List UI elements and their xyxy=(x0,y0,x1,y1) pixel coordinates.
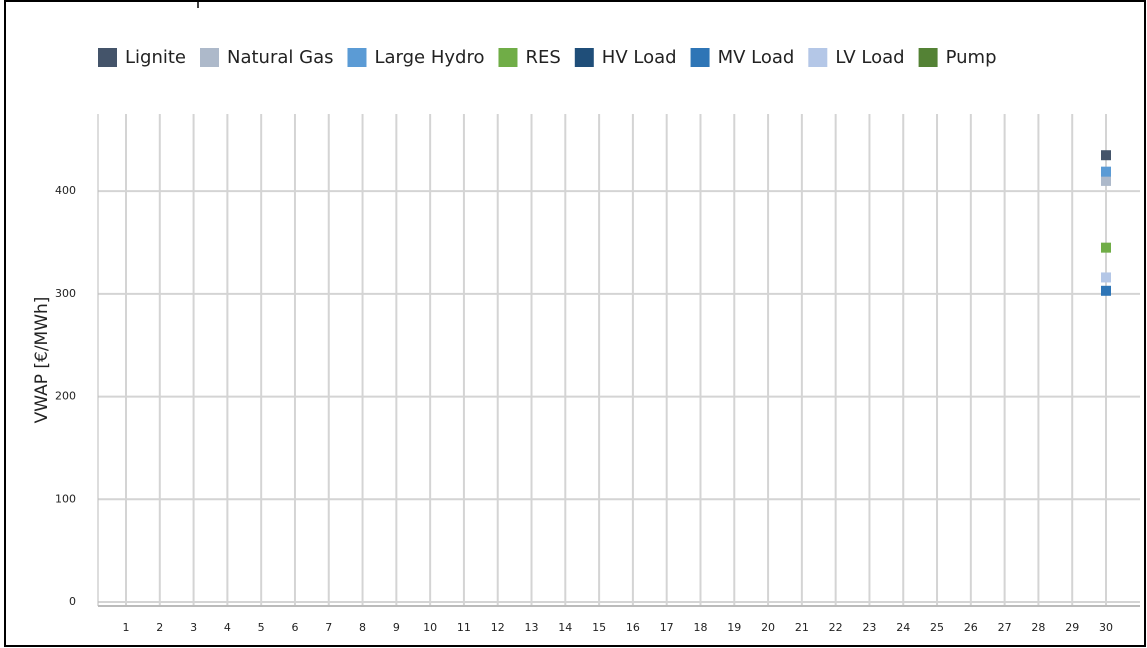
x-tick-label: 30 xyxy=(1099,621,1113,634)
x-tick-label: 3 xyxy=(190,621,197,634)
x-tick-label: 15 xyxy=(592,621,606,634)
legend-label: HV Load xyxy=(602,47,677,68)
x-tick-label: 27 xyxy=(998,621,1012,634)
x-tick-label: 9 xyxy=(393,621,400,634)
x-tick-label: 21 xyxy=(795,621,809,634)
x-tick-label: 16 xyxy=(626,621,640,634)
marker xyxy=(1101,166,1111,177)
x-tick-label: 10 xyxy=(423,621,437,634)
x-tick-label: 22 xyxy=(829,621,843,634)
marker xyxy=(1101,175,1111,186)
x-tick-label: 24 xyxy=(896,621,910,634)
frame xyxy=(4,0,1146,647)
legend-label: Large Hydro xyxy=(374,47,484,68)
marker xyxy=(1101,150,1111,161)
legend-swatch xyxy=(347,48,367,67)
x-tick-label: 12 xyxy=(491,621,505,634)
legend-swatch xyxy=(918,48,938,67)
legend-swatch xyxy=(498,48,518,67)
marker xyxy=(1101,242,1111,253)
y-tick-label: 400 xyxy=(55,184,76,197)
x-tick-label: 4 xyxy=(224,621,231,634)
y-tick-label: 100 xyxy=(55,492,76,505)
x-tick-label: 28 xyxy=(1031,621,1045,634)
y-axis-label: VWAP [€/MWh] xyxy=(32,297,52,424)
x-tick-label: 2 xyxy=(156,621,163,634)
legend-label: Lignite xyxy=(125,47,186,68)
x-tick-label: 25 xyxy=(930,621,944,634)
x-tick-label: 11 xyxy=(457,621,471,634)
marker xyxy=(1101,285,1111,296)
x-tick-label: 18 xyxy=(693,621,707,634)
x-tick-label: 1 xyxy=(123,621,130,634)
legend-swatch xyxy=(808,48,828,67)
x-tick-label: 23 xyxy=(862,621,876,634)
x-tick-label: 7 xyxy=(325,621,332,634)
x-tick-label: 26 xyxy=(964,621,978,634)
legend-label: Pump xyxy=(946,47,997,68)
y-tick-label: 200 xyxy=(55,390,76,403)
legend-label: MV Load xyxy=(718,47,795,68)
legend-label: LV Load xyxy=(835,47,904,68)
legend-swatch xyxy=(690,48,710,67)
x-tick-label: 8 xyxy=(359,621,366,634)
x-tick-label: 5 xyxy=(258,621,265,634)
legend-swatch xyxy=(200,48,219,67)
x-tick-label: 19 xyxy=(727,621,741,634)
x-tick-label: 29 xyxy=(1065,621,1079,634)
x-tick-label: 20 xyxy=(761,621,775,634)
x-tick-label: 13 xyxy=(525,621,539,634)
marker xyxy=(1101,272,1111,283)
x-tick-label: 14 xyxy=(558,621,572,634)
y-tick-label: 300 xyxy=(55,287,76,300)
x-tick-label: 17 xyxy=(660,621,674,634)
legend-swatch xyxy=(574,48,594,67)
legend-label: Natural Gas xyxy=(227,47,333,68)
x-tick-label: 6 xyxy=(291,621,298,634)
legend-swatch xyxy=(98,48,117,67)
y-tick-label: 0 xyxy=(69,595,76,608)
legend-label: RES xyxy=(525,47,560,68)
